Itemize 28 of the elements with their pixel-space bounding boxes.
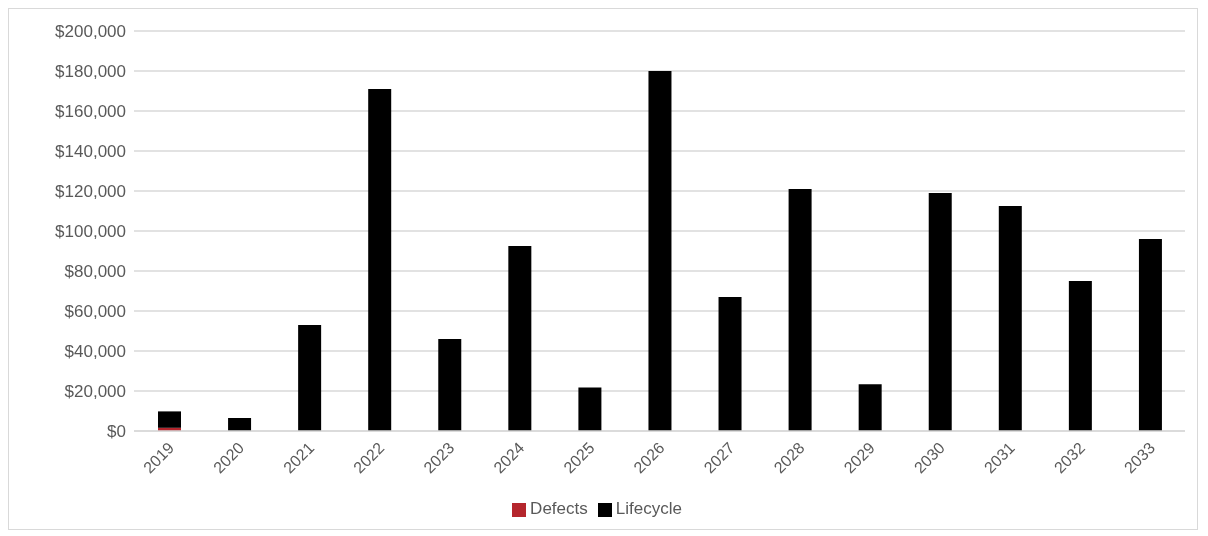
bar — [928, 193, 952, 431]
y-tick-label: $100,000 — [55, 222, 126, 242]
legend-label: Defects — [530, 499, 588, 518]
y-tick-label: $140,000 — [55, 142, 126, 162]
y-tick-label: $60,000 — [64, 302, 126, 322]
bar — [1068, 281, 1092, 431]
y-tick-label: $180,000 — [55, 62, 126, 82]
y-tick-label: $120,000 — [55, 182, 126, 202]
bar — [788, 189, 812, 431]
bar — [998, 206, 1022, 431]
bar — [438, 339, 462, 431]
bar — [858, 384, 882, 431]
y-tick-label: $0 — [107, 422, 126, 442]
y-tick-label: $200,000 — [55, 22, 126, 42]
bar — [508, 246, 532, 431]
y-tick-label: $20,000 — [64, 382, 126, 402]
bar — [228, 418, 252, 431]
y-tick-label: $80,000 — [64, 262, 126, 282]
bar — [648, 71, 672, 431]
bar — [578, 387, 602, 431]
bar — [298, 325, 322, 431]
y-tick-label: $160,000 — [55, 102, 126, 122]
bar — [158, 411, 181, 428]
bar — [1138, 239, 1162, 431]
legend-label: Lifecycle — [615, 499, 682, 518]
bar — [718, 297, 742, 431]
y-tick-label: $40,000 — [64, 342, 126, 362]
bar — [368, 89, 392, 431]
